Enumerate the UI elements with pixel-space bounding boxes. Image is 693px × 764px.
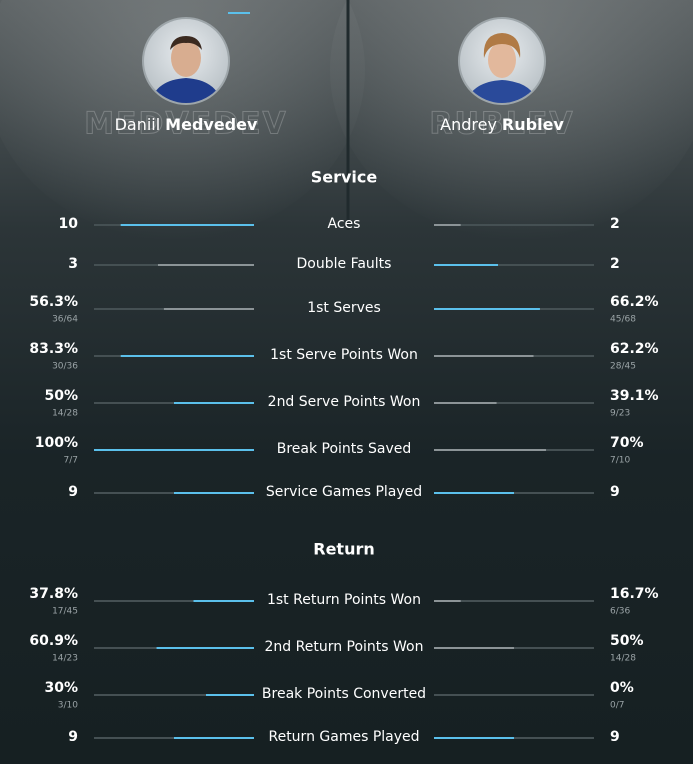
- stat-bar: [434, 492, 514, 494]
- stat-bar: [434, 355, 534, 357]
- stat-detail: 7/10: [610, 456, 630, 466]
- player-name: Daniil Medvedev: [115, 115, 258, 134]
- section-title: Return: [313, 540, 375, 559]
- stat-bar: [434, 647, 514, 649]
- stat-bar: [174, 402, 254, 404]
- stat-bar: [434, 402, 497, 404]
- stat-label: 2nd Return Points Won: [265, 639, 424, 655]
- stat-detail: 7/7: [64, 456, 78, 466]
- stat-bar: [94, 449, 254, 451]
- first-name: Daniil: [115, 115, 161, 134]
- stat-bar: [120, 355, 254, 357]
- stat-row: 1st Return Points Won 37.8% 17/45 16.7% 6/36: [29, 586, 658, 617]
- stat-value: 0%: [610, 680, 634, 696]
- stat-row: Service Games Played 9 9: [68, 484, 620, 500]
- stat-value: 10: [59, 216, 79, 232]
- stat-bar: [434, 737, 514, 739]
- stat-bar: [434, 264, 498, 266]
- stat-detail: 14/28: [610, 654, 636, 664]
- stat-value: 83.3%: [29, 341, 78, 357]
- stat-value: 66.2%: [610, 294, 659, 310]
- stat-row: Break Points Converted 30% 3/10 0% 0/7: [44, 680, 633, 711]
- stat-row: 1st Serves 56.3% 36/64 66.2% 45/68: [29, 294, 658, 325]
- stat-label: Double Faults: [297, 256, 392, 272]
- stat-label: Service Games Played: [266, 484, 422, 500]
- stat-value: 2: [610, 216, 620, 232]
- stat-detail: 45/68: [610, 315, 636, 325]
- stat-detail: 28/45: [610, 362, 636, 372]
- stat-bar: [434, 224, 461, 226]
- stat-detail: 36/64: [52, 315, 78, 325]
- stat-value: 60.9%: [29, 633, 78, 649]
- stat-bar: [434, 600, 461, 602]
- stat-row: Break Points Saved 100% 7/7 70% 7/10: [35, 435, 644, 466]
- stat-detail: 0/7: [610, 701, 624, 711]
- stat-detail: 6/36: [610, 607, 630, 617]
- avatar-right: [458, 17, 546, 105]
- stat-bar: [156, 647, 254, 649]
- stat-bar: [163, 308, 254, 310]
- stat-detail: 14/23: [52, 654, 78, 664]
- stat-label: 1st Return Points Won: [267, 592, 421, 608]
- stat-detail: 3/10: [58, 701, 78, 711]
- stat-label: Break Points Converted: [262, 686, 426, 702]
- name-watermark: RUBLEV: [429, 107, 574, 142]
- stat-bar: [158, 264, 254, 266]
- stat-label: 1st Serve Points Won: [270, 347, 418, 363]
- stat-value: 30%: [44, 680, 78, 696]
- stat-value: 50%: [44, 388, 78, 404]
- last-name: Rublev: [502, 115, 565, 134]
- stat-bar: [174, 492, 254, 494]
- indicator: [228, 12, 250, 14]
- stat-value: 37.8%: [29, 586, 78, 602]
- stat-bar: [434, 308, 540, 310]
- stat-value: 56.3%: [29, 294, 78, 310]
- stat-label: Break Points Saved: [277, 441, 412, 457]
- stat-detail: 14/28: [52, 409, 78, 419]
- stat-bar: [174, 737, 254, 739]
- stat-bar: [434, 449, 546, 451]
- stat-value: 50%: [610, 633, 644, 649]
- stat-value: 62.2%: [610, 341, 659, 357]
- last-name: Medvedev: [165, 115, 258, 134]
- stat-value: 39.1%: [610, 388, 659, 404]
- stat-row: Double Faults 3 2: [68, 256, 620, 272]
- stat-label: 1st Serves: [307, 300, 381, 316]
- stat-bar: [206, 694, 254, 696]
- stat-value: 3: [68, 256, 78, 272]
- stat-label: Aces: [328, 216, 361, 232]
- stat-row: 2nd Serve Points Won 50% 14/28 39.1% 9/23: [44, 388, 658, 419]
- stat-value: 9: [610, 729, 620, 745]
- stat-label: 2nd Serve Points Won: [268, 394, 421, 410]
- stat-value: 16.7%: [610, 586, 659, 602]
- stat-detail: 17/45: [52, 607, 78, 617]
- avatar-left: [142, 17, 230, 105]
- stat-value: 100%: [35, 435, 78, 451]
- stat-value: 2: [610, 256, 620, 272]
- stat-detail: 30/36: [52, 362, 78, 372]
- first-name: Andrey: [440, 115, 497, 134]
- stat-value: 9: [68, 729, 78, 745]
- player-name: Andrey Rublev: [440, 115, 564, 134]
- stat-row: Aces 10 2: [59, 216, 620, 232]
- stat-label: Return Games Played: [268, 729, 419, 745]
- stat-value: 9: [610, 484, 620, 500]
- name-watermark: MEDVEDEV: [84, 107, 288, 142]
- photo-right: [330, 0, 693, 240]
- photo-left: [0, 0, 365, 240]
- stat-value: 70%: [610, 435, 644, 451]
- stat-bar: [193, 600, 254, 602]
- stat-row: 1st Serve Points Won 83.3% 30/36 62.2% 28/45: [29, 341, 658, 372]
- stat-detail: 9/23: [610, 409, 630, 419]
- stat-row: 2nd Return Points Won 60.9% 14/23 50% 14/28: [29, 633, 643, 664]
- stat-row: Return Games Played 9 9: [68, 729, 620, 745]
- stat-value: 9: [68, 484, 78, 500]
- section-title: Service: [311, 168, 378, 187]
- stat-bar: [120, 224, 255, 226]
